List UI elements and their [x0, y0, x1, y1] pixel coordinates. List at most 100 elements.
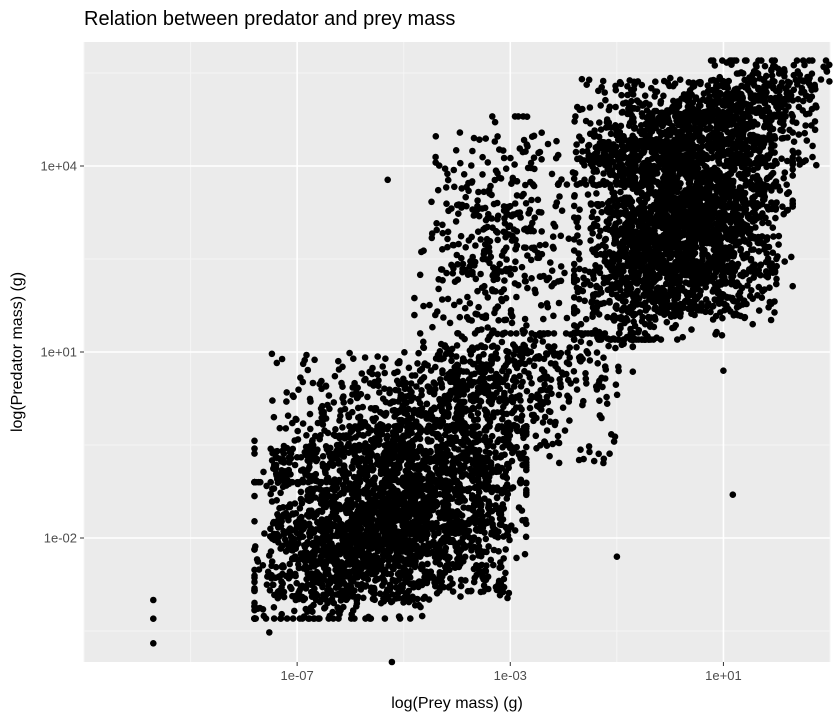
data-point	[716, 75, 724, 83]
data-point	[772, 214, 779, 222]
data-point	[590, 133, 598, 140]
data-point	[790, 86, 798, 94]
data-point	[585, 76, 593, 84]
data-point	[790, 149, 798, 157]
data-point	[576, 239, 583, 246]
data-point	[594, 360, 601, 367]
data-point	[626, 303, 634, 311]
data-point	[635, 326, 643, 334]
data-point	[589, 313, 596, 321]
data-point	[748, 246, 755, 253]
data-point	[530, 132, 538, 140]
data-point	[747, 92, 755, 99]
data-point	[726, 110, 733, 117]
data-point	[764, 271, 772, 279]
data-point	[455, 210, 462, 217]
data-point	[570, 322, 578, 329]
data-point	[761, 82, 768, 90]
data-point	[582, 315, 590, 323]
data-point	[539, 338, 547, 345]
data-point	[812, 102, 819, 109]
data-point	[594, 215, 601, 223]
data-point	[689, 200, 696, 208]
data-point	[744, 282, 751, 289]
data-point	[676, 133, 683, 140]
data-point	[640, 243, 647, 251]
data-point	[429, 323, 436, 331]
data-point	[459, 260, 467, 268]
data-point	[596, 119, 603, 126]
data-point	[700, 90, 708, 97]
data-point	[796, 71, 804, 79]
data-point	[577, 180, 584, 187]
data-point	[618, 161, 626, 169]
data-point	[694, 265, 701, 273]
data-point	[587, 225, 594, 232]
data-point	[309, 437, 316, 444]
data-point	[616, 269, 624, 276]
data-point	[757, 261, 765, 269]
data-point	[666, 82, 673, 90]
data-point	[543, 427, 551, 434]
data-point	[715, 116, 722, 123]
data-point	[374, 353, 382, 360]
data-point	[800, 78, 807, 85]
data-point	[587, 281, 594, 289]
data-point	[600, 279, 608, 287]
data-point	[482, 289, 489, 296]
data-point	[570, 260, 578, 268]
data-point	[555, 299, 563, 307]
data-point	[570, 274, 578, 282]
data-point	[802, 122, 809, 129]
data-point	[639, 173, 646, 181]
data-point	[463, 202, 470, 210]
data-point	[339, 424, 346, 431]
data-point	[459, 268, 466, 276]
data-point	[701, 114, 708, 121]
data-point	[573, 141, 580, 148]
data-point	[531, 165, 538, 173]
data-point	[450, 166, 458, 174]
data-point	[691, 286, 698, 294]
data-point	[702, 151, 710, 159]
data-point	[699, 207, 706, 214]
data-point	[629, 343, 637, 351]
data-point	[561, 427, 569, 434]
data-point	[762, 258, 770, 266]
data-point	[552, 154, 560, 162]
data-point	[635, 270, 642, 278]
data-point	[505, 223, 512, 231]
data-point	[440, 314, 447, 321]
data-point	[503, 256, 510, 263]
data-point	[780, 134, 787, 142]
data-point	[826, 78, 833, 85]
data-point	[749, 197, 757, 204]
data-point	[469, 147, 476, 155]
data-point	[590, 168, 598, 175]
data-point	[462, 405, 470, 413]
data-point	[468, 162, 475, 169]
data-point	[676, 76, 684, 83]
data-point	[793, 119, 800, 127]
data-point	[771, 309, 778, 316]
data-point	[660, 296, 667, 304]
data-point	[572, 113, 579, 120]
data-point	[593, 190, 600, 197]
data-point	[517, 214, 524, 221]
data-point	[754, 121, 761, 128]
data-point	[712, 268, 720, 276]
data-point	[775, 232, 783, 240]
data-point	[268, 350, 276, 358]
data-point	[509, 313, 516, 320]
data-point	[609, 209, 617, 216]
data-point	[624, 218, 631, 226]
data-point	[465, 187, 472, 195]
data-point	[361, 376, 368, 384]
data-point	[549, 243, 557, 251]
data-point	[648, 84, 655, 92]
data-point	[520, 330, 527, 337]
data-point	[702, 308, 709, 316]
data-point	[699, 272, 707, 279]
data-point	[695, 109, 702, 117]
data-point	[755, 248, 763, 255]
